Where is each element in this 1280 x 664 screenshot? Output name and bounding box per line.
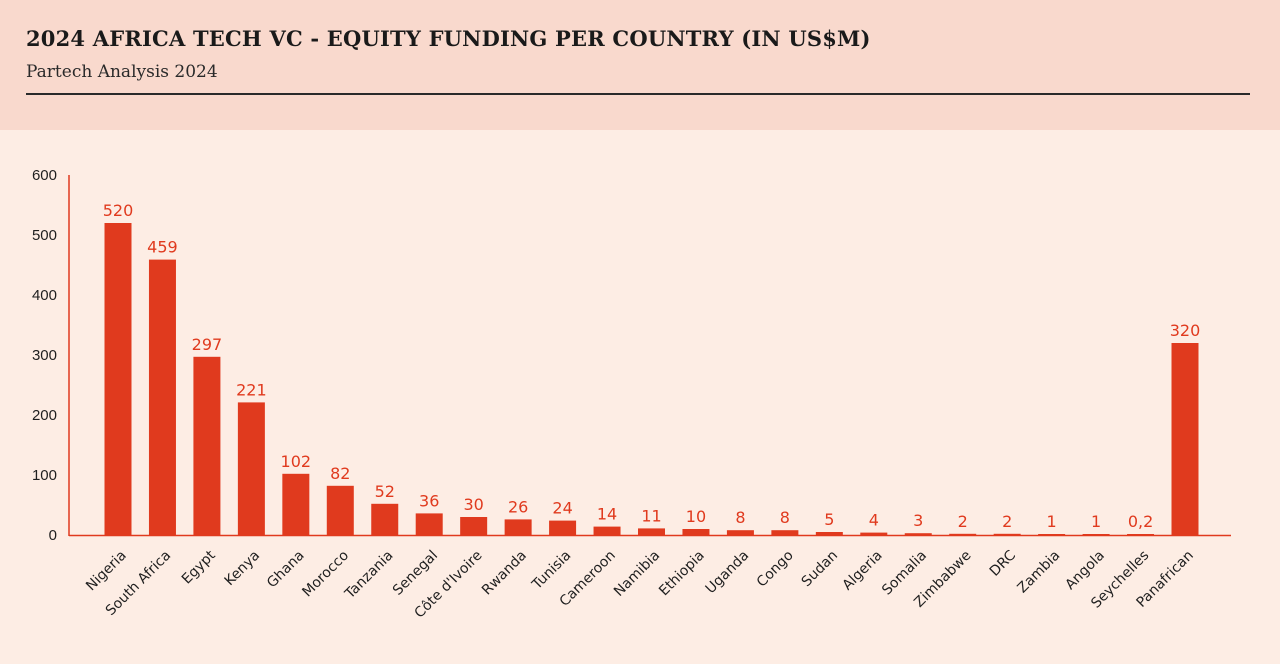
value-label: 221 [236, 380, 267, 399]
header-divider [26, 93, 1250, 95]
bar-south-africa [148, 259, 176, 535]
value-label: 2 [1002, 512, 1012, 531]
value-label: 26 [508, 497, 528, 516]
value-label: 1 [1047, 512, 1057, 531]
bar-angola [1082, 534, 1110, 535]
value-label: 11 [641, 506, 661, 525]
value-label: 30 [463, 495, 483, 514]
category-label: Namibia [611, 548, 663, 600]
category-label: Zambia [1015, 548, 1064, 597]
value-label: 2 [958, 512, 968, 531]
category-label: DRC [987, 547, 1019, 579]
bar-ethiopia [682, 529, 710, 535]
value-label: 5 [824, 510, 834, 529]
value-label: 0,2 [1128, 512, 1153, 531]
category-label: Congo [754, 548, 797, 591]
bar-somalia [904, 533, 932, 535]
value-label: 82 [330, 464, 350, 483]
chart-subtitle: Partech Analysis 2024 [26, 62, 218, 82]
y-tick-label: 100 [32, 467, 57, 484]
y-tick-label: 400 [32, 287, 57, 304]
bar-zimbabwe [949, 533, 977, 535]
value-label: 520 [103, 201, 134, 220]
bar-senegal [415, 513, 443, 535]
category-label: Sudan [799, 548, 842, 591]
category-label: Uganda [703, 548, 753, 598]
value-label: 3 [913, 511, 923, 530]
value-label: 102 [281, 452, 312, 471]
category-label: Tanzania [341, 548, 396, 603]
bar-tanzania [371, 503, 399, 535]
value-label: 10 [686, 507, 706, 526]
value-label: 36 [419, 491, 439, 510]
value-label: 1 [1091, 512, 1101, 531]
bar-tunisia [549, 520, 577, 535]
category-label: Ghana [264, 548, 308, 592]
bar-sudan [815, 532, 843, 535]
y-tick-label: 500 [32, 227, 57, 244]
bar-seychelles [1127, 534, 1155, 535]
bar-uganda [726, 530, 754, 535]
y-tick-label: 300 [32, 347, 57, 364]
value-label: 14 [597, 505, 617, 524]
value-label: 24 [552, 499, 572, 518]
value-label: 8 [735, 508, 745, 527]
value-label: 52 [375, 482, 395, 501]
header-band: 2024 AFRICA TECH VC - EQUITY FUNDING PER… [0, 0, 1280, 130]
value-label: 4 [869, 511, 879, 530]
bar-drc [993, 533, 1021, 535]
bar-zambia [1038, 534, 1066, 535]
value-label: 459 [147, 238, 178, 257]
bar-egypt [193, 356, 221, 535]
category-label: Kenya [222, 548, 264, 590]
chart-title: 2024 AFRICA TECH VC - EQUITY FUNDING PER… [26, 26, 871, 51]
y-tick-label: 0 [49, 527, 57, 544]
value-label: 8 [780, 508, 790, 527]
bar-cameroon [593, 526, 621, 535]
bar-panafrican [1171, 343, 1199, 535]
bar-ghana [282, 473, 310, 535]
bar-kenya [237, 402, 265, 535]
bar-algeria [860, 532, 888, 535]
bar-morocco [326, 485, 354, 535]
bar-c-te-d-ivoire [460, 517, 488, 535]
category-label: Ethiopia [656, 548, 708, 600]
bar-namibia [638, 528, 665, 535]
value-label: 320 [1170, 321, 1201, 340]
value-label: 297 [192, 335, 223, 354]
y-tick-label: 600 [32, 167, 57, 184]
category-label: Rwanda [479, 548, 530, 599]
bar-congo [771, 530, 799, 535]
y-tick-label: 200 [32, 407, 57, 424]
bar-rwanda [504, 519, 532, 535]
bar-nigeria [104, 223, 132, 535]
category-label: Egypt [179, 547, 219, 587]
